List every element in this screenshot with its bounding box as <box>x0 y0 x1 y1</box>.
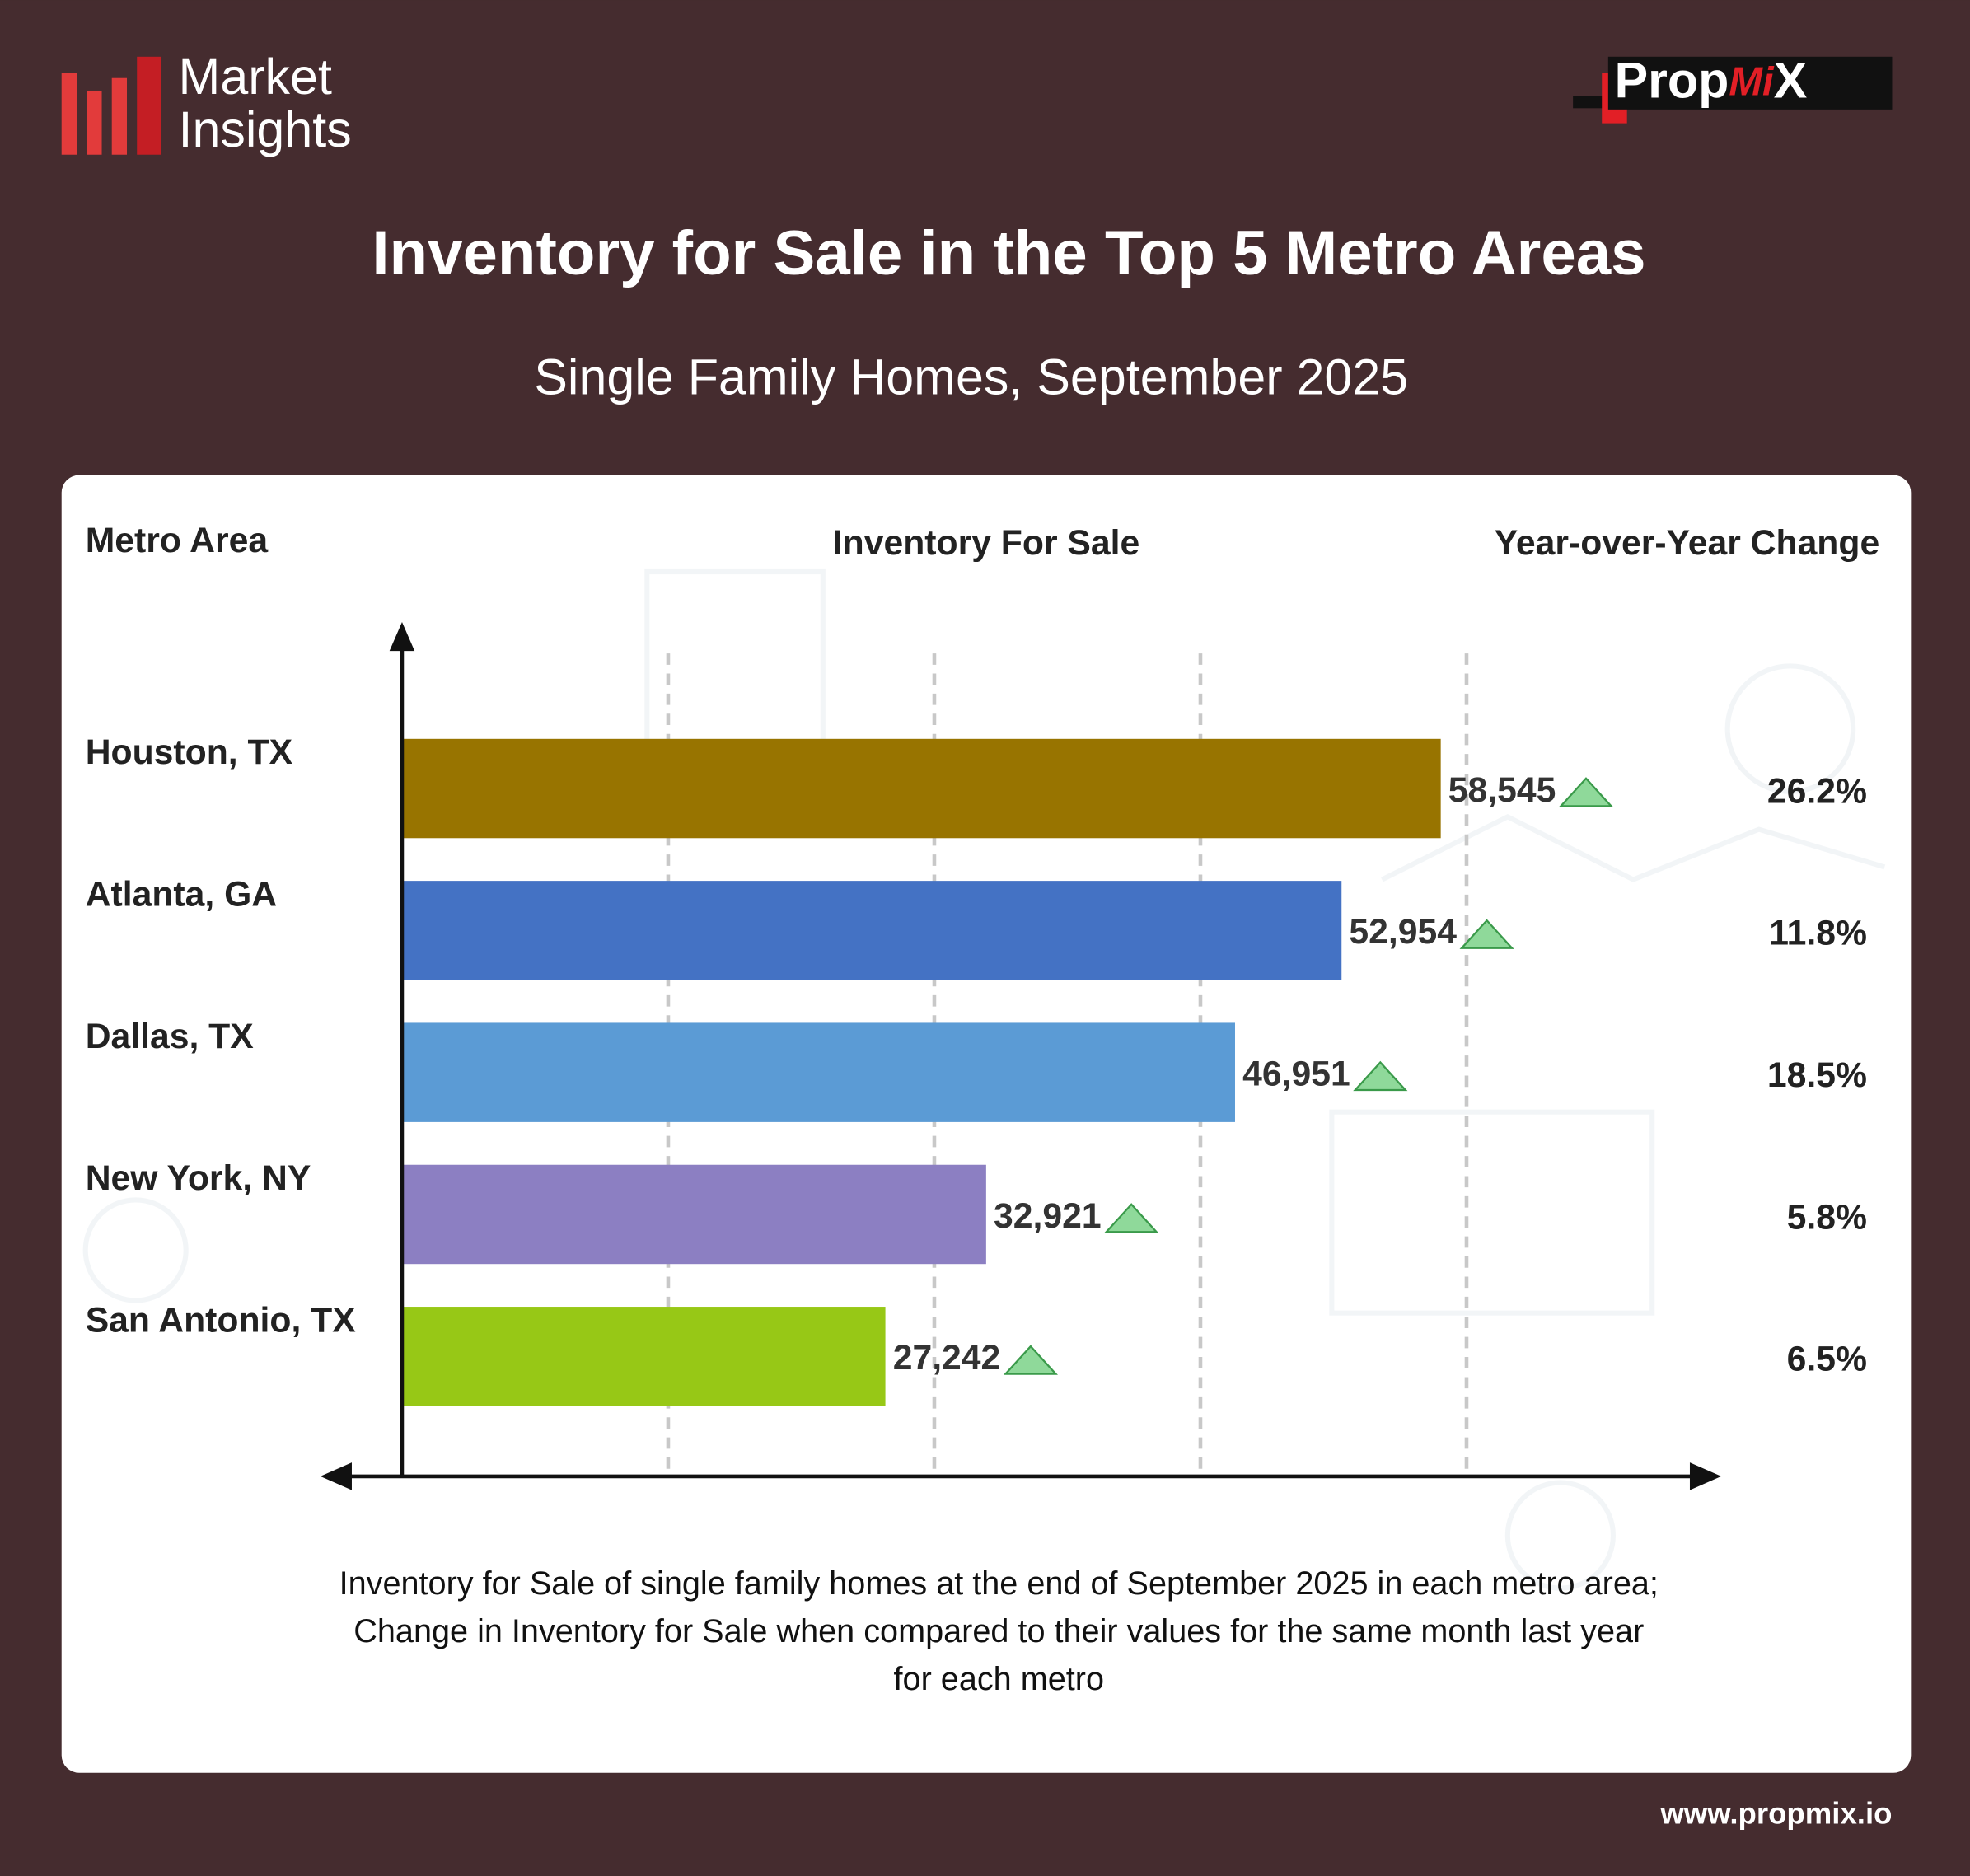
category-label: San Antonio, TX <box>86 1300 357 1340</box>
yoy-change: 5.8% <box>1787 1197 1867 1237</box>
change-indicator <box>1558 777 1614 807</box>
change-indicator <box>1104 1203 1159 1233</box>
value-label: 32,921 <box>994 1196 1102 1236</box>
plot: Houston, TX 58,545 26.2% Atlanta, GA 52,954 1… <box>86 653 1867 1471</box>
column-header: Year-over-Year Change <box>1495 523 1879 563</box>
yoy-change: 11.8% <box>1769 914 1867 953</box>
logo-text: Insights <box>179 101 352 157</box>
brand-part: Mi <box>1729 59 1775 104</box>
column-header: Metro Area <box>86 521 269 560</box>
chart-subtitle: Single Family Homes, September 2025 <box>534 349 1408 405</box>
bar <box>401 1307 886 1406</box>
category-label: Atlanta, GA <box>86 874 277 914</box>
change-indicator <box>1003 1345 1058 1375</box>
category-label: Houston, TX <box>86 732 293 772</box>
note: Inventory for Sale of single family home… <box>339 1565 1659 1602</box>
category-label: New York, NY <box>86 1158 311 1198</box>
logo-icon <box>61 56 161 155</box>
bar <box>401 1164 986 1265</box>
bar <box>401 881 1342 980</box>
category-label: Dallas, TX <box>86 1017 255 1056</box>
chart-title: Inventory for Sale in the Top 5 Metro Ar… <box>372 218 1645 288</box>
brand-part: Prop <box>1614 52 1729 108</box>
yoy-change: 6.5% <box>1787 1340 1867 1379</box>
url: www.propmix.io <box>1659 1796 1892 1830</box>
brand-name: PropMiX <box>1614 52 1807 108</box>
value-label: 52,954 <box>1349 912 1457 952</box>
bar <box>401 738 1441 839</box>
note: for each metro <box>894 1661 1104 1697</box>
value-label: 58,545 <box>1448 770 1556 810</box>
logo-text: Market <box>179 49 332 105</box>
note: Change in Inventory for Sale when compar… <box>353 1613 1644 1649</box>
yoy-change: 26.2% <box>1767 771 1867 811</box>
change-indicator <box>1459 919 1514 949</box>
bar <box>401 1022 1235 1122</box>
value-label: 46,951 <box>1242 1055 1350 1094</box>
change-indicator <box>1353 1060 1408 1092</box>
value-label: 27,242 <box>893 1338 1001 1378</box>
column-header: Inventory For Sale <box>833 523 1139 563</box>
yoy-change: 18.5% <box>1767 1055 1867 1095</box>
brand-logo: PropMiX <box>1573 52 1893 124</box>
brand-part: X <box>1774 52 1808 108</box>
axes <box>320 621 1722 1490</box>
